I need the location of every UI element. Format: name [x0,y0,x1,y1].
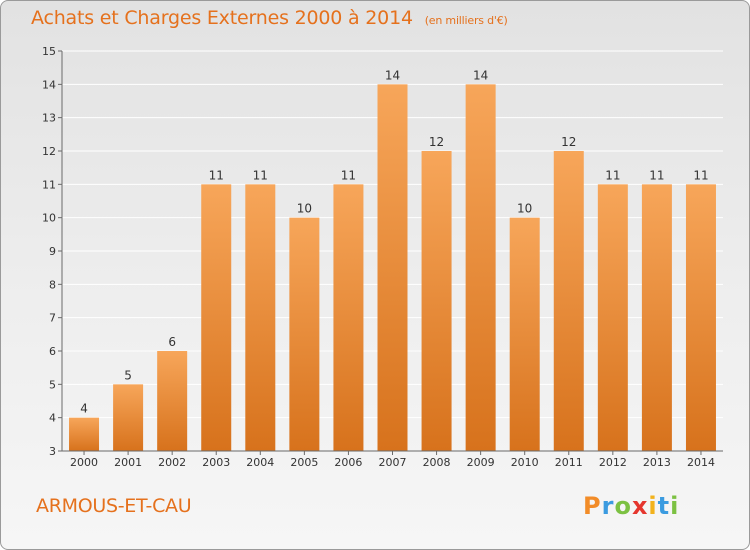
logo-letter: r [601,492,615,520]
logo-letter: P [583,492,602,520]
bar [553,151,584,451]
y-tick-label: 11 [42,178,56,191]
x-tick-label: 2008 [423,456,451,469]
data-label: 5 [124,368,132,382]
x-tick-label: 2014 [687,456,715,469]
y-tick-label: 3 [49,445,56,458]
bar [157,351,188,451]
chart-subtitle: (en milliers d'€) [424,14,508,27]
y-tick-label: 13 [42,112,56,125]
logo-letter: o [614,492,632,520]
y-tick-label: 9 [49,245,56,258]
bar [641,184,672,452]
x-tick-label: 2001 [114,456,142,469]
x-tick-label: 2012 [599,456,627,469]
y-tick-label: 6 [49,345,56,358]
y-tick-label: 10 [42,212,56,225]
bar [289,217,320,451]
bar [245,184,276,452]
x-tick-label: 2011 [555,456,583,469]
bar [421,151,452,451]
chart-title: Achats et Charges Externes 2000 à 2014 [31,7,413,29]
logo-letter: i [648,492,658,520]
proxiti-logo[interactable]: Proxiti [583,492,679,520]
data-label: 6 [168,335,176,349]
x-tick-label: 2010 [511,456,539,469]
bar [377,84,408,451]
y-tick-label: 5 [49,378,56,391]
chart-title-block: Achats et Charges Externes 2000 à 2014 (… [31,7,508,29]
data-label: 4 [80,402,88,416]
bar [597,184,628,452]
axes: 3 4 5 6 7 8 9 10 11 12 13 14 15 2000 2001 2002 2003 2004 2… [42,45,723,469]
data-label: 12 [561,135,576,149]
data-label: 11 [209,168,224,182]
y-tick-label: 7 [49,312,56,325]
y-tick-label: 14 [42,78,56,91]
commune-name: ARMOUS-ET-CAU [36,495,192,517]
logo-letter: x [631,492,649,520]
x-tick-label: 2000 [70,456,98,469]
bar [69,417,100,451]
x-tick-label: 2009 [467,456,495,469]
y-tick-label: 15 [42,45,56,58]
data-label: 11 [693,168,708,182]
x-tick-label: 2004 [246,456,274,469]
x-tick-label: 2003 [202,456,230,469]
data-label: 10 [517,202,532,216]
y-tick-label: 8 [49,278,56,291]
bar [465,84,496,451]
logo-letter: i [670,492,680,520]
y-tick-label: 4 [49,412,56,425]
data-label: 12 [429,135,444,149]
data-label: 10 [297,202,312,216]
data-label: 11 [341,168,356,182]
data-label: 11 [605,168,620,182]
x-tick-label: 2007 [379,456,407,469]
bar [113,384,144,451]
y-tick-label: 12 [42,145,56,158]
bar [509,217,540,451]
x-tick-label: 2002 [158,456,186,469]
bar [333,184,364,452]
data-label: 11 [253,168,268,182]
x-tick-label: 2006 [334,456,362,469]
x-tick-label: 2005 [290,456,318,469]
bar [685,184,716,452]
logo-letter: t [657,492,671,520]
bar [201,184,232,452]
data-labels: 4 5 6 11 11 10 11 14 12 14 10 12 11 11 11 [80,68,708,415]
data-label: 14 [385,68,400,82]
data-label: 11 [649,168,664,182]
x-tick-label: 2013 [643,456,671,469]
bar-series [69,84,716,452]
data-label: 14 [473,68,488,82]
